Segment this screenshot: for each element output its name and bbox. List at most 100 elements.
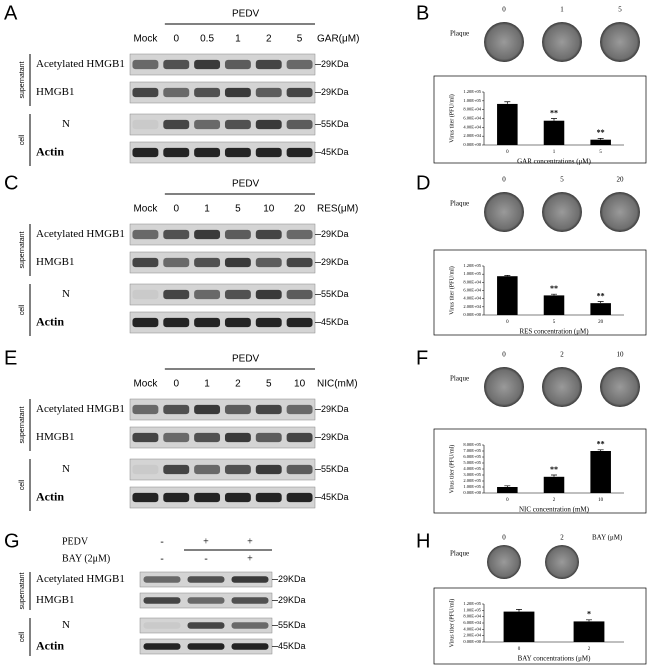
- significance: **: [597, 291, 605, 300]
- blot-band: [132, 464, 159, 475]
- dose-label: 2: [560, 534, 564, 542]
- blot-band: [224, 464, 251, 475]
- size-label: 29KDa: [321, 87, 349, 97]
- row-label: N: [62, 118, 70, 130]
- dose-label: 0: [502, 534, 506, 542]
- plaque-dish: [484, 22, 524, 62]
- blot-band: [163, 492, 190, 503]
- row-label: Actin: [36, 638, 64, 652]
- blot-band: [224, 229, 251, 240]
- row-label: N: [62, 619, 70, 631]
- blot-band: [231, 643, 269, 650]
- plaque-dish: [600, 22, 640, 62]
- error-bar: [504, 275, 511, 277]
- row-label: Acetylated HMGB1: [36, 58, 125, 70]
- plaque-dish: [484, 192, 524, 232]
- plaque-dish: [600, 192, 640, 232]
- y-axis-label: Virus titer (PFU/ml): [448, 445, 455, 494]
- error-bar: [597, 138, 604, 140]
- blot-band: [143, 643, 181, 650]
- blot-band: [163, 464, 190, 475]
- plaque-dish: [487, 545, 521, 579]
- blot-band: [286, 257, 313, 268]
- lane-label: 2: [235, 379, 241, 390]
- panel-letter: A: [4, 2, 18, 24]
- blot-band: [286, 229, 313, 240]
- blot-band: [224, 404, 251, 415]
- blot-band: [187, 576, 225, 583]
- y-axis-label: Virus titer (PFU/ml): [448, 599, 455, 648]
- blot-band: [255, 289, 282, 300]
- error-bar: [504, 485, 511, 487]
- blot-band: [163, 404, 190, 415]
- group-label: supernatant: [19, 231, 26, 268]
- size-label: 45KDa: [321, 147, 349, 157]
- y-tick-label: 0.00E+00: [463, 312, 481, 317]
- dose-label: 5: [618, 6, 622, 14]
- lane-label: 1: [204, 204, 210, 215]
- x-tick-label: 2: [588, 647, 591, 652]
- infection-label: PEDV: [232, 179, 260, 190]
- dose-label: 1: [560, 6, 564, 14]
- blot-band: [231, 576, 269, 583]
- dose-label: 5: [560, 176, 564, 184]
- group-label: supernatant: [19, 406, 26, 443]
- bar: [497, 103, 518, 145]
- y-tick-label: 2.00E+04: [463, 304, 481, 309]
- x-tick-label: 0: [506, 498, 509, 503]
- significance: **: [550, 108, 558, 117]
- chart-frame: [433, 428, 647, 514]
- row-label: N: [62, 288, 70, 300]
- blot-band: [143, 622, 181, 629]
- blot-band: [194, 432, 221, 443]
- blot-band: [255, 464, 282, 475]
- y-tick-label: 1.00E+05: [463, 271, 481, 276]
- panel-letter: E: [4, 347, 17, 369]
- plaque-label: Plaque: [450, 550, 469, 558]
- significance: **: [597, 440, 605, 449]
- blot-band: [132, 147, 159, 158]
- panel-letter: F: [416, 347, 428, 369]
- size-label: 29KDa: [278, 574, 306, 584]
- dose-label: 20: [617, 176, 625, 184]
- x-tick-label: 0: [506, 320, 509, 325]
- y-tick-label: 4.00E+04: [463, 626, 481, 631]
- size-label: 55KDa: [321, 464, 349, 474]
- lane-label: 0: [173, 379, 179, 390]
- blot-band: [163, 229, 190, 240]
- lane-label: 20: [294, 204, 306, 215]
- size-label: 55KDa: [321, 289, 349, 299]
- lane-label: 2: [266, 34, 272, 45]
- group-label: supernatant: [19, 572, 26, 609]
- blot-band: [231, 597, 269, 604]
- y-tick-label: 6.00E+04: [463, 620, 481, 625]
- dose-label: 10: [617, 351, 625, 359]
- blot-band: [132, 289, 159, 300]
- y-tick-label: 8.00E+04: [463, 107, 481, 112]
- lane-label: Mock: [133, 34, 158, 45]
- blot-band: [163, 59, 190, 70]
- group-label: cell: [19, 304, 26, 315]
- size-label: 29KDa: [321, 59, 349, 69]
- error-bar: [586, 619, 592, 622]
- row-label: Acetylated HMGB1: [36, 573, 125, 585]
- blot-band: [132, 492, 159, 503]
- y-tick-label: 4.00E+04: [463, 124, 481, 129]
- plaque-label: Plaque: [450, 200, 469, 208]
- lane-label: Mock: [133, 204, 158, 215]
- lane-label: 0.5: [200, 34, 214, 45]
- x-tick-label: 10: [598, 498, 604, 503]
- row-label: Actin: [36, 144, 64, 158]
- bar: [543, 295, 565, 315]
- lane-label: 5: [235, 204, 241, 215]
- y-tick-label: 1.20E+05: [463, 601, 481, 606]
- row-label: Acetylated HMGB1: [36, 228, 125, 240]
- y-tick-label: 1.20E+05: [463, 263, 481, 268]
- bar: [590, 139, 611, 145]
- y-axis-label: Virus titer (PFU/ml): [448, 266, 455, 315]
- treatment-label: GAR(μM): [317, 34, 359, 45]
- blot-band: [286, 59, 313, 70]
- blot-band: [194, 147, 221, 158]
